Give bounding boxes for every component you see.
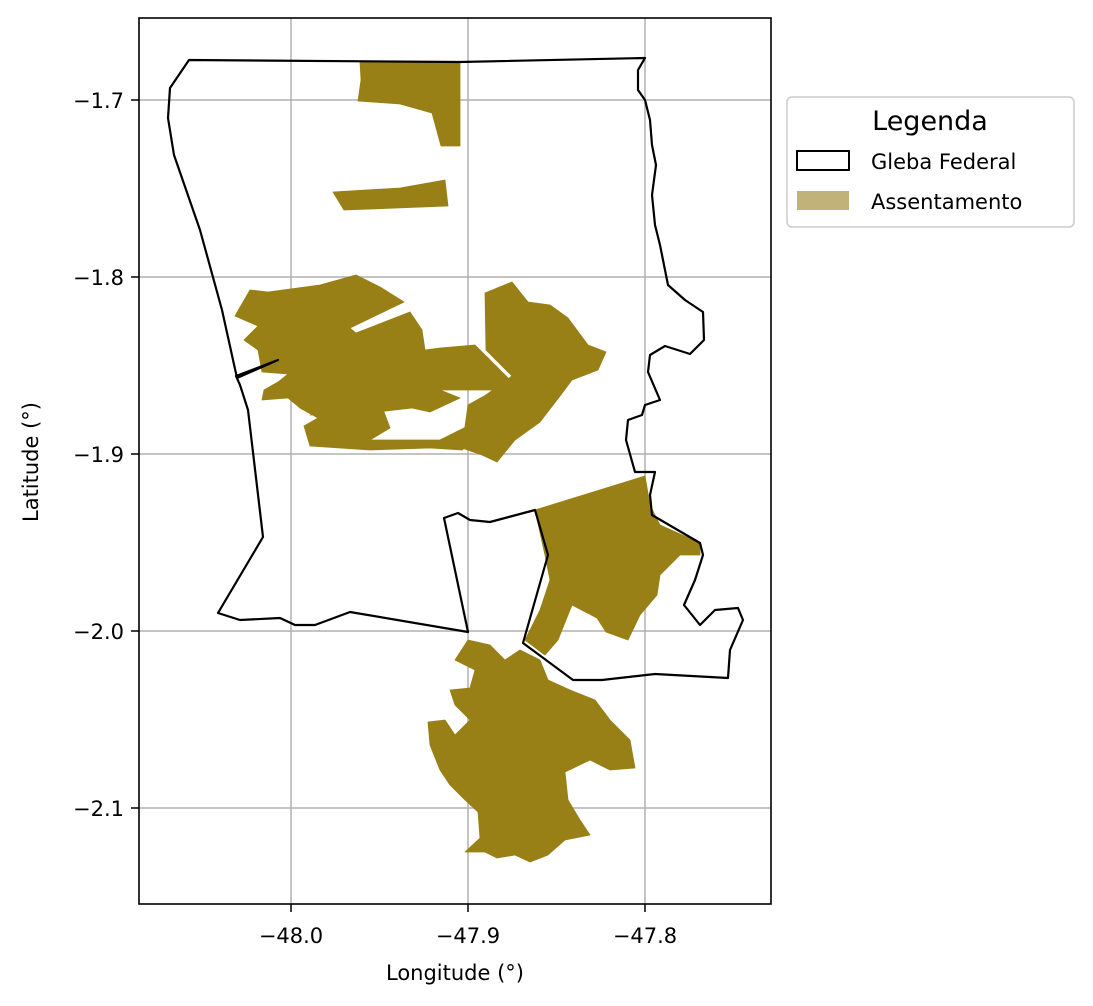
- assentamento-polygon: [427, 639, 636, 863]
- assentamento-polygon: [524, 475, 701, 656]
- legend-label-gleba-federal: Gleba Federal: [871, 150, 1016, 174]
- y-axis: −1.7 −1.8 −1.9 −2.0 −2.1 Latitude (°): [19, 89, 139, 821]
- legend-swatch-gleba-federal: [796, 150, 850, 171]
- assentamento-polygons: [234, 61, 701, 863]
- x-axis-label: Longitude (°): [386, 961, 524, 985]
- x-tick-label: −48.0: [259, 924, 323, 948]
- y-tick-label: −2.0: [73, 620, 124, 644]
- y-tick-label: −1.8: [73, 266, 124, 290]
- y-tick-label: −2.1: [73, 797, 124, 821]
- assentamento-polygon: [461, 281, 607, 463]
- legend-label-assentamento: Assentamento: [871, 190, 1022, 214]
- y-tick-label: −1.7: [73, 89, 124, 113]
- gleba-federal-outline: [166, 56, 745, 682]
- assentamento-polygon: [234, 274, 511, 451]
- legend-swatch-assentamento: [797, 191, 849, 210]
- assentamento-polygon: [332, 179, 449, 211]
- legend-box: [786, 96, 1075, 228]
- assentamento-polygon: [357, 61, 461, 147]
- gleba-federal-outlines: [166, 56, 745, 682]
- y-tick-label: −1.9: [73, 443, 124, 467]
- grid-lines: [139, 18, 771, 904]
- x-tick-label: −47.9: [436, 924, 500, 948]
- x-tick-label: −47.8: [613, 924, 677, 948]
- x-axis: −48.0 −47.9 −47.8 Longitude (°): [259, 904, 677, 985]
- y-axis-label: Latitude (°): [19, 402, 43, 522]
- legend: Legenda Gleba Federal Assentamento: [786, 96, 1075, 228]
- legend-title: Legenda: [872, 106, 988, 137]
- axes-frame: [138, 17, 772, 905]
